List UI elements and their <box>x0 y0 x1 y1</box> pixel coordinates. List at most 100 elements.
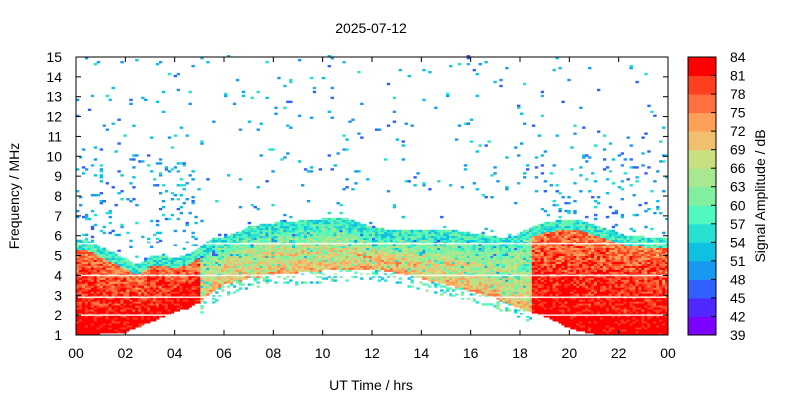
heat-cell <box>517 237 521 241</box>
heat-cell <box>108 327 112 330</box>
heat-cell <box>318 243 323 247</box>
heat-cell <box>336 251 340 254</box>
heat-cell <box>90 164 95 167</box>
heat-cell <box>389 229 394 233</box>
heat-cell <box>330 237 334 241</box>
heat-cell <box>490 174 494 177</box>
heat-cell <box>333 275 337 278</box>
heat-cell <box>484 257 488 260</box>
heat-cell <box>179 265 183 268</box>
heat-cell <box>179 299 183 302</box>
heat-cell <box>407 243 411 247</box>
heat-cell <box>416 229 420 233</box>
heat-cell <box>511 253 515 256</box>
heat-cell <box>250 203 254 207</box>
heat-cell <box>93 283 98 286</box>
heat-cell <box>108 221 112 225</box>
heat-cell <box>108 279 112 282</box>
heat-cell <box>150 261 154 264</box>
heat-cell <box>114 297 118 300</box>
heat-cell <box>81 172 86 175</box>
heat-cell <box>185 283 189 286</box>
heat-cell <box>76 257 80 260</box>
heat-cell <box>135 309 139 312</box>
heat-cell <box>138 315 142 318</box>
heat-cell <box>250 261 254 264</box>
heat-cell <box>386 229 391 233</box>
heat-cell <box>478 283 482 286</box>
heat-cell <box>99 293 104 296</box>
heat-cell <box>232 239 237 243</box>
heat-cell <box>90 321 95 324</box>
heat-cell <box>404 237 408 241</box>
heat-cell <box>306 253 311 256</box>
heat-cell <box>309 269 314 272</box>
heat-cell <box>209 269 213 272</box>
heat-cell <box>277 229 281 233</box>
heat-cell <box>147 311 151 314</box>
heat-cell <box>448 239 453 243</box>
heat-cell <box>105 271 109 274</box>
heat-cell <box>280 259 284 262</box>
heat-cell <box>158 307 163 310</box>
heat-cell <box>309 263 314 266</box>
heat-cell <box>96 255 101 258</box>
heat-cell <box>383 243 388 247</box>
heat-cell <box>336 261 340 264</box>
heat-cell <box>221 257 225 260</box>
heat-cell <box>117 261 121 264</box>
heat-cell <box>413 275 417 278</box>
heat-cell <box>295 243 299 247</box>
heat-cell <box>250 283 254 286</box>
heat-cell <box>514 277 518 280</box>
heat-cell <box>342 219 346 223</box>
heat-cell <box>398 261 402 264</box>
heat-cell <box>514 287 518 290</box>
heat-cell <box>283 225 287 229</box>
heat-cell <box>395 265 400 268</box>
heat-cell <box>185 223 189 227</box>
heat-cell <box>395 243 400 247</box>
heat-cell <box>215 243 219 247</box>
heat-cell <box>392 235 397 239</box>
heat-cell <box>511 255 515 258</box>
heat-cell <box>522 293 527 296</box>
heat-cell <box>132 197 136 201</box>
heat-cell <box>152 233 157 237</box>
heat-cell <box>158 207 163 211</box>
heat-cell <box>431 245 435 249</box>
heat-cell <box>440 237 444 241</box>
heat-cell <box>295 283 299 286</box>
heat-cell <box>78 275 83 278</box>
heat-cell <box>315 243 320 247</box>
heat-cell <box>123 297 127 300</box>
heat-cell <box>96 321 101 324</box>
heat-cell <box>336 243 340 247</box>
heat-cell <box>105 289 109 292</box>
heat-cell <box>401 239 405 243</box>
heat-cell <box>259 269 263 272</box>
heat-cell <box>472 68 476 72</box>
heat-cell <box>90 303 95 306</box>
heat-cell <box>327 239 331 243</box>
heat-cell <box>132 327 136 330</box>
heat-cell <box>238 283 243 286</box>
heat-cell <box>244 275 249 278</box>
heat-cell <box>218 271 222 274</box>
heat-cell <box>114 305 118 308</box>
heat-cell <box>132 166 136 169</box>
heat-cell <box>377 263 382 266</box>
heat-cell <box>354 253 358 256</box>
heat-cell <box>318 263 323 266</box>
heat-cell <box>520 259 524 262</box>
heat-cell <box>286 225 290 229</box>
heat-cell <box>262 263 266 266</box>
heat-cell <box>138 285 142 288</box>
heat-cell <box>333 237 337 241</box>
heat-cell <box>327 221 331 225</box>
heat-cell <box>499 263 503 266</box>
heat-cell <box>218 255 222 258</box>
heat-cell <box>274 227 278 231</box>
heat-cell <box>372 249 376 252</box>
heat-cell <box>84 291 89 294</box>
